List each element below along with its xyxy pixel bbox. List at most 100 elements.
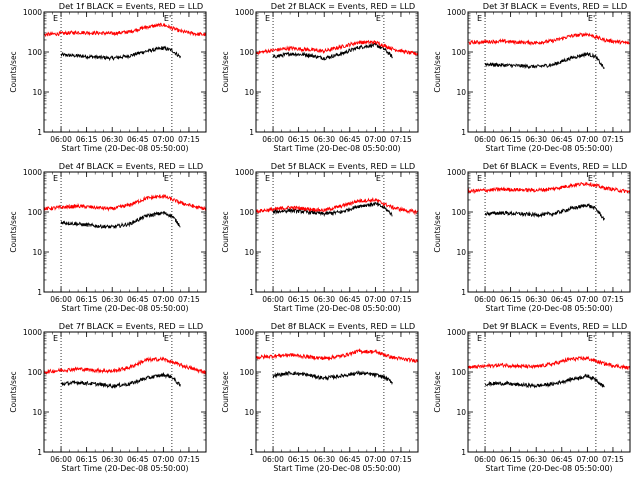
data-point <box>595 379 596 380</box>
series-line-ff0000 <box>467 355 631 371</box>
data-point <box>553 188 554 189</box>
x-tick-label: 06:15 <box>288 295 310 304</box>
data-point <box>375 42 376 43</box>
y-tick-label: 1 <box>249 448 254 457</box>
data-point <box>519 65 520 66</box>
data-point <box>290 207 291 208</box>
y-tick-label: 10 <box>456 408 466 417</box>
series-line-ff0000 <box>467 181 631 195</box>
series-line-ff0000 <box>43 356 207 375</box>
data-point <box>341 375 342 376</box>
data-point <box>78 32 79 33</box>
y-tick-label: 100 <box>240 48 255 57</box>
x-tick-label: 06:45 <box>551 135 573 144</box>
data-point <box>95 32 96 33</box>
data-point <box>519 189 520 190</box>
x-axis-label: Start Time (20-Dec-08 05:50:00) <box>485 464 612 473</box>
x-tick-label: 06:30 <box>313 455 335 464</box>
x-tick-label: 07:15 <box>602 455 624 464</box>
data-point <box>307 54 308 55</box>
data-point <box>112 371 113 372</box>
marker-label: E <box>265 14 270 23</box>
data-point <box>60 54 61 55</box>
series-line-000000 <box>60 210 181 230</box>
data-point <box>78 206 79 207</box>
data-point <box>341 46 342 47</box>
data-point <box>197 34 198 35</box>
data-point <box>272 56 273 57</box>
data-point <box>163 24 164 25</box>
x-tick-label: 06:15 <box>288 455 310 464</box>
data-point <box>324 358 325 359</box>
data-point <box>519 366 520 367</box>
marker-label: E <box>53 334 58 343</box>
data-point <box>621 366 622 367</box>
data-point <box>409 211 410 212</box>
data-point <box>536 66 537 67</box>
series-line-000000 <box>484 51 605 70</box>
data-point <box>129 367 130 368</box>
series-line-000000 <box>272 201 393 217</box>
x-tick-label: 07:00 <box>365 455 387 464</box>
x-tick-label: 07:00 <box>153 135 175 144</box>
panel-title: Det 7f BLACK = Events, RED = LLD <box>59 321 203 331</box>
series-line-000000 <box>484 373 605 389</box>
x-tick-label: 06:30 <box>313 135 335 144</box>
data-point <box>604 68 605 69</box>
series-line-000000 <box>272 42 393 61</box>
x-axis-label: Start Time (20-Dec-08 05:50:00) <box>485 144 612 153</box>
y-tick-label: 1 <box>249 288 254 297</box>
x-tick-label: 06:15 <box>288 135 310 144</box>
marker-label: E' <box>376 14 383 23</box>
data-point <box>272 211 273 212</box>
data-point <box>95 383 96 384</box>
data-point <box>587 34 588 35</box>
y-tick-label: 100 <box>452 208 467 217</box>
series-line-000000 <box>60 45 181 62</box>
series-line-000000 <box>484 203 605 221</box>
plot-frame <box>43 331 207 453</box>
data-point <box>129 223 130 224</box>
y-tick-label: 1 <box>249 128 254 137</box>
data-point <box>536 190 537 191</box>
x-axis-label: Start Time (20-Dec-08 05:50:00) <box>273 464 400 473</box>
data-point <box>112 226 113 227</box>
x-tick-label: 07:00 <box>365 135 387 144</box>
data-point <box>272 50 273 51</box>
y-tick-label: 100 <box>240 208 255 217</box>
y-tick-label: 1 <box>37 288 42 297</box>
data-point <box>409 52 410 53</box>
x-axis-label: Start Time (20-Dec-08 05:50:00) <box>273 144 400 153</box>
data-point <box>383 207 384 208</box>
panel-title: Det 4f BLACK = Events, RED = LLD <box>59 161 203 171</box>
panel-title: Det 5f BLACK = Events, RED = LLD <box>271 161 415 171</box>
x-tick-label: 07:15 <box>390 135 412 144</box>
data-point <box>112 385 113 386</box>
data-point <box>180 364 181 365</box>
data-point <box>595 208 596 209</box>
panel-title: Det 3f BLACK = Events, RED = LLD <box>483 1 627 11</box>
data-point <box>375 44 376 45</box>
y-tick-label: 100 <box>240 368 255 377</box>
data-point <box>587 204 588 205</box>
y-tick-label: 10 <box>244 88 254 97</box>
data-point <box>536 214 537 215</box>
y-tick-label: 10 <box>244 248 254 257</box>
data-point <box>484 190 485 191</box>
x-tick-label: 07:15 <box>602 135 624 144</box>
marker-label: E' <box>164 14 171 23</box>
x-tick-label: 06:00 <box>262 135 284 144</box>
x-tick-label: 06:30 <box>101 295 123 304</box>
y-tick-label: 1000 <box>447 328 466 337</box>
data-point <box>392 214 393 215</box>
data-point <box>60 383 61 384</box>
y-axis-label: Counts/sec <box>9 371 18 412</box>
x-tick-label: 06:30 <box>101 455 123 464</box>
y-tick-label: 1000 <box>23 168 42 177</box>
y-tick-label: 1 <box>461 128 466 137</box>
x-tick-label: 06:15 <box>76 135 98 144</box>
data-point <box>484 213 485 214</box>
data-point <box>163 48 164 49</box>
data-point <box>307 208 308 209</box>
